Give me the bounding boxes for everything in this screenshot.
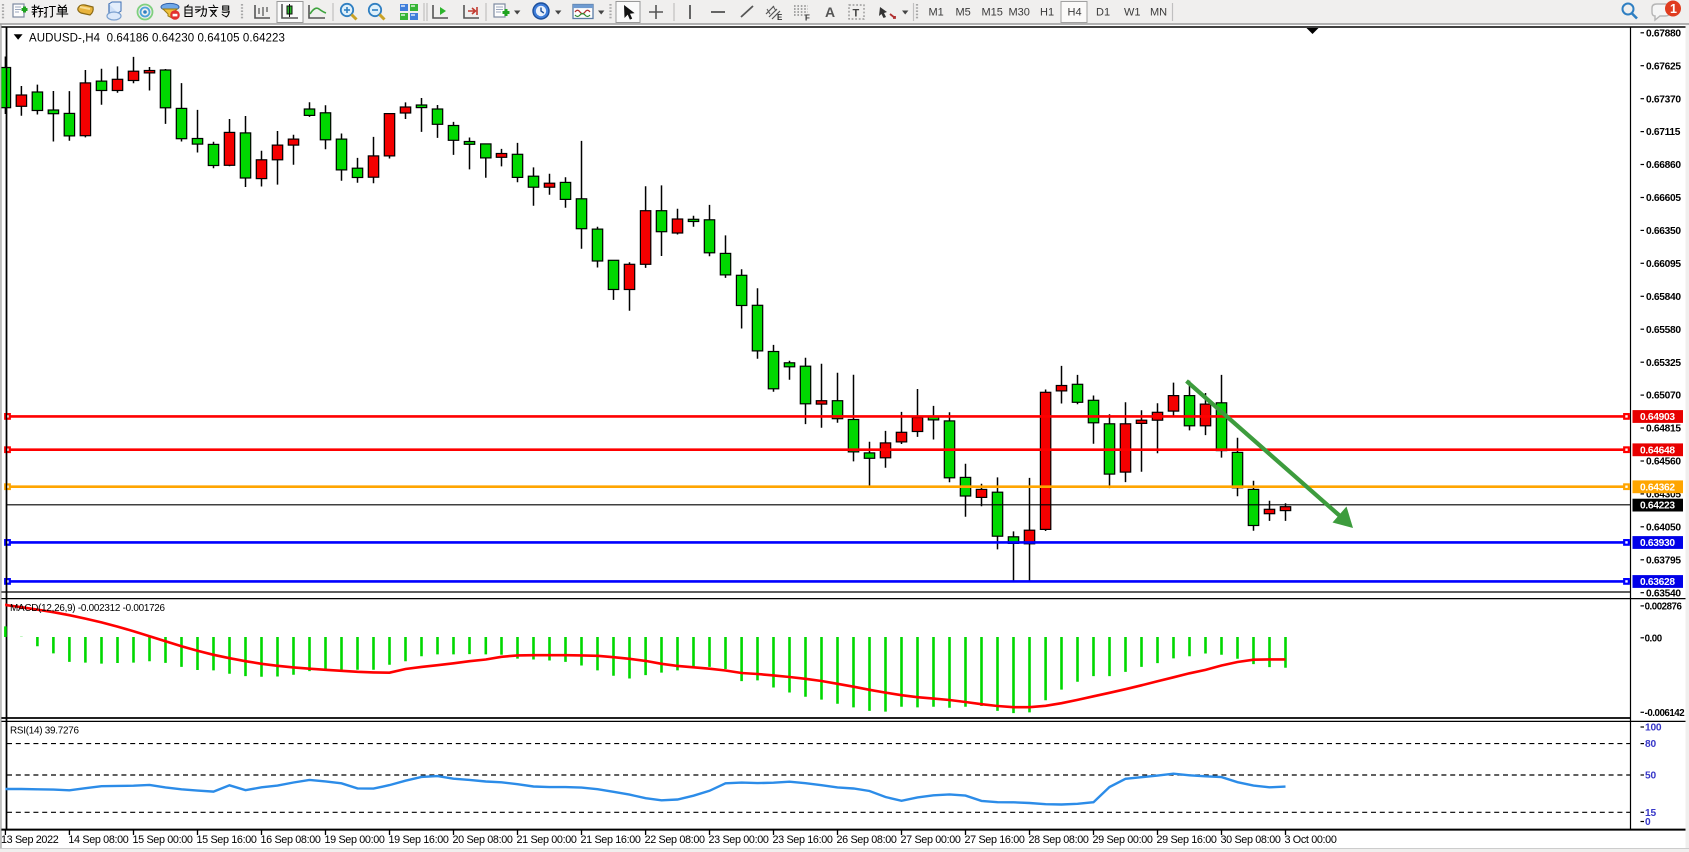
svg-text:0.64362: 0.64362: [1640, 482, 1675, 493]
svg-text:M5: M5: [956, 7, 971, 19]
svg-text:21 Sep 16:00: 21 Sep 16:00: [581, 834, 641, 846]
svg-text:0.002876: 0.002876: [1645, 602, 1683, 613]
svg-text:M15: M15: [982, 7, 1003, 19]
svg-text:RSI(14) 39.7276: RSI(14) 39.7276: [10, 726, 79, 737]
svg-text:AUDUSD-,H4 0.64186 0.64230 0.: AUDUSD-,H4 0.64186 0.64230 0.64105 0.642…: [29, 33, 285, 45]
svg-text:0.67880: 0.67880: [1646, 28, 1681, 39]
svg-text:0.66860: 0.66860: [1646, 160, 1681, 171]
svg-text:0.63795: 0.63795: [1646, 555, 1681, 566]
svg-text:23 Sep 00:00: 23 Sep 00:00: [709, 834, 769, 846]
svg-text:0.67115: 0.67115: [1646, 127, 1681, 138]
svg-text:0.65580: 0.65580: [1646, 325, 1681, 336]
svg-text:E: E: [777, 13, 783, 22]
svg-text:W1: W1: [1124, 7, 1141, 19]
svg-text:14 Sep 08:00: 14 Sep 08:00: [68, 834, 128, 846]
svg-text:T: T: [853, 8, 860, 20]
svg-text:0: 0: [1645, 817, 1651, 828]
svg-text:MN: MN: [1150, 7, 1167, 19]
svg-text:22 Sep 08:00: 22 Sep 08:00: [645, 834, 705, 846]
svg-text:28 Sep 08:00: 28 Sep 08:00: [1029, 834, 1089, 846]
svg-text:29 Sep 00:00: 29 Sep 00:00: [1093, 834, 1153, 846]
svg-text:19 Sep 00:00: 19 Sep 00:00: [325, 834, 385, 846]
svg-text:0.64050: 0.64050: [1646, 522, 1681, 533]
svg-text:0.66095: 0.66095: [1646, 259, 1681, 270]
svg-text:MACD(12,26,9) -0.002312 -0.001: MACD(12,26,9) -0.002312 -0.001726: [10, 603, 166, 614]
svg-text:H1: H1: [1040, 7, 1054, 19]
svg-text:0.66605: 0.66605: [1646, 193, 1681, 204]
svg-text:1: 1: [1670, 2, 1677, 16]
svg-text:0.64223: 0.64223: [1640, 501, 1675, 512]
svg-text:0.64815: 0.64815: [1646, 424, 1681, 435]
svg-text:15 Sep 00:00: 15 Sep 00:00: [133, 834, 193, 846]
svg-text:0.63628: 0.63628: [1640, 577, 1675, 588]
svg-text:3 Oct 00:00: 3 Oct 00:00: [1285, 834, 1337, 846]
svg-text:23 Sep 16:00: 23 Sep 16:00: [773, 834, 833, 846]
svg-text:0.65325: 0.65325: [1646, 358, 1681, 369]
svg-text:20 Sep 08:00: 20 Sep 08:00: [453, 834, 513, 846]
svg-text:0.00: 0.00: [1645, 633, 1662, 644]
svg-text:0.65840: 0.65840: [1646, 292, 1681, 303]
svg-text:0.64903: 0.64903: [1640, 412, 1675, 423]
svg-text:D1: D1: [1096, 7, 1110, 19]
svg-text:13 Sep 2022: 13 Sep 2022: [1, 834, 59, 846]
svg-text:M30: M30: [1009, 7, 1030, 19]
svg-text:0.64560: 0.64560: [1646, 457, 1681, 468]
svg-text:15: 15: [1645, 808, 1656, 819]
svg-text:15 Sep 16:00: 15 Sep 16:00: [197, 834, 257, 846]
svg-text:0.67370: 0.67370: [1646, 94, 1681, 105]
svg-text:27 Sep 00:00: 27 Sep 00:00: [901, 834, 961, 846]
svg-text:0.64648: 0.64648: [1640, 445, 1675, 456]
svg-text:H4: H4: [1068, 7, 1082, 19]
svg-text:26 Sep 08:00: 26 Sep 08:00: [837, 834, 897, 846]
svg-text:0.64305: 0.64305: [1646, 490, 1681, 501]
svg-text:27 Sep 16:00: 27 Sep 16:00: [965, 834, 1025, 846]
svg-text:29 Sep 16:00: 29 Sep 16:00: [1157, 834, 1217, 846]
svg-text:0.65070: 0.65070: [1646, 391, 1681, 402]
svg-text:21 Sep 00:00: 21 Sep 00:00: [517, 834, 577, 846]
svg-text:0.63930: 0.63930: [1640, 538, 1675, 549]
svg-text:F: F: [805, 14, 810, 23]
svg-text:30 Sep 08:00: 30 Sep 08:00: [1221, 834, 1281, 846]
svg-text:50: 50: [1645, 771, 1656, 782]
svg-text:19 Sep 16:00: 19 Sep 16:00: [389, 834, 449, 846]
svg-text:-0.006142: -0.006142: [1645, 708, 1685, 719]
svg-text:0.67625: 0.67625: [1646, 61, 1681, 72]
svg-text:A: A: [825, 4, 835, 20]
svg-text:M1: M1: [929, 7, 944, 19]
svg-text:0.63540: 0.63540: [1646, 588, 1681, 599]
svg-text:16 Sep 08:00: 16 Sep 08:00: [261, 834, 321, 846]
svg-text:0.66350: 0.66350: [1646, 226, 1681, 237]
svg-text:80: 80: [1645, 739, 1656, 750]
svg-text:100: 100: [1645, 723, 1662, 734]
